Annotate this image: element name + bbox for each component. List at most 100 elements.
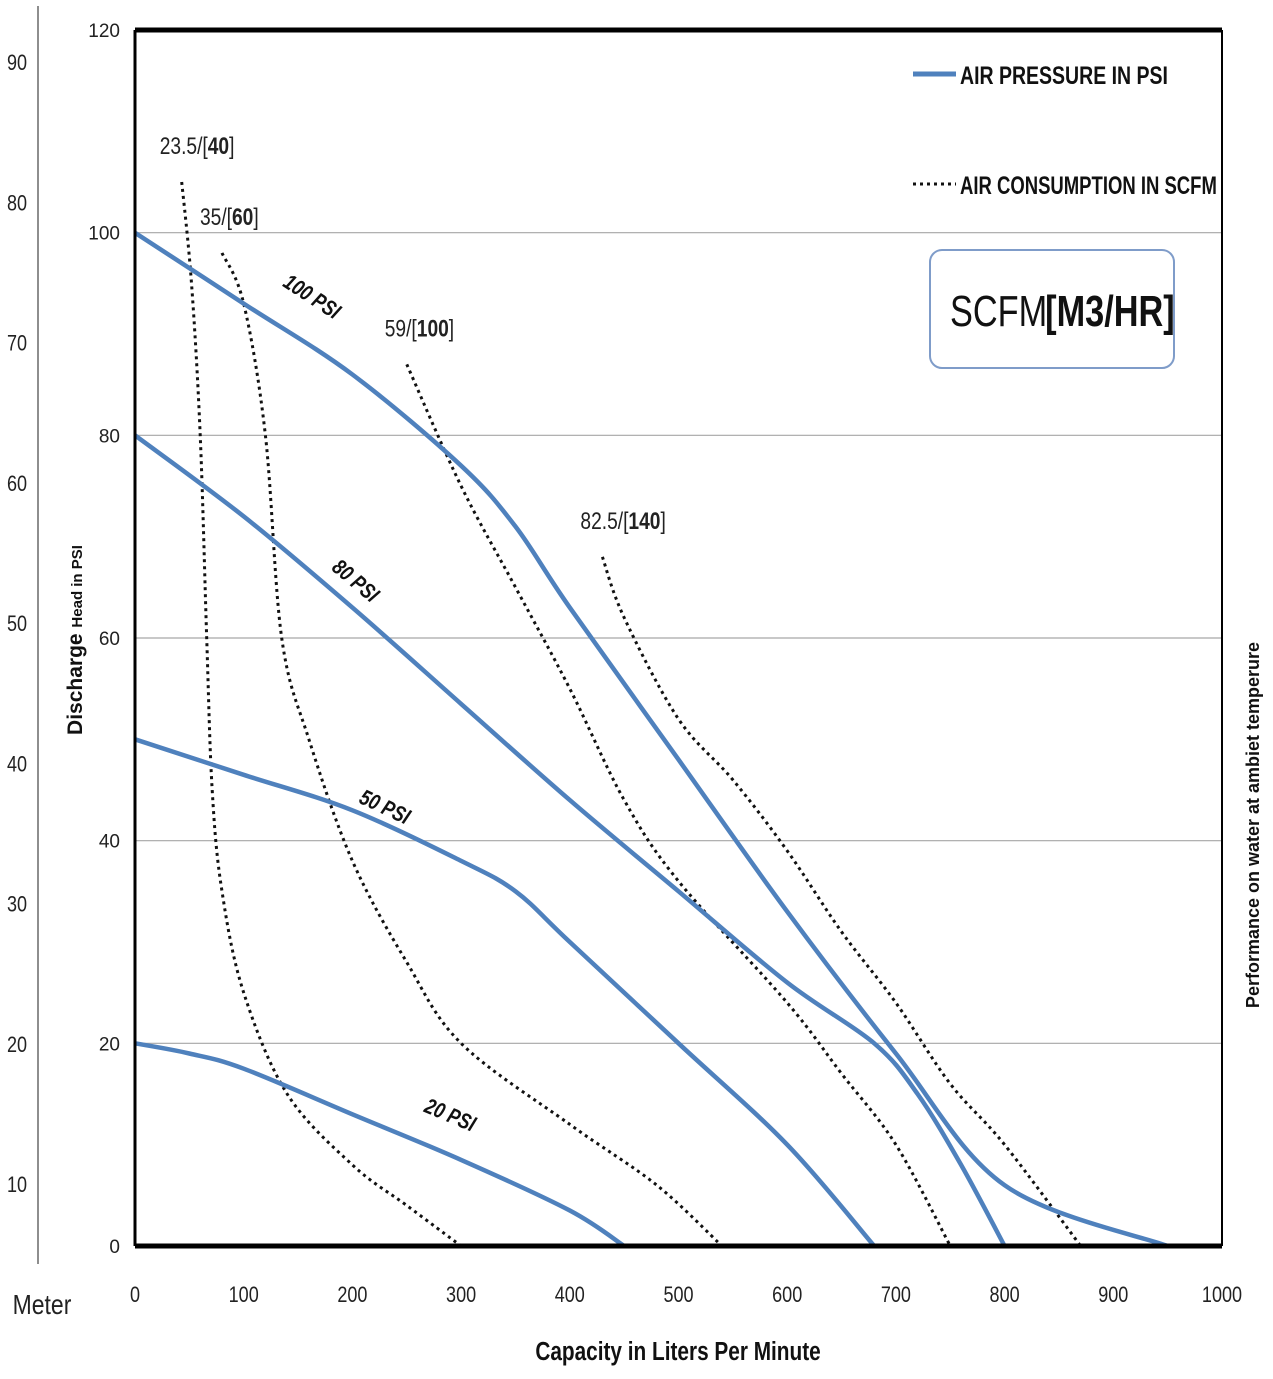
y-tick-label: 120 — [88, 21, 120, 42]
x-tick-label: 200 — [337, 1283, 367, 1307]
meter-tick-label: 50 — [7, 612, 27, 636]
right-axis-title: Performance on water at ambiet temperure — [1243, 642, 1263, 1008]
scfm-value: 59 — [385, 314, 406, 342]
x-tick-label: 900 — [1098, 1283, 1128, 1307]
air-pressure-curve — [134, 737, 876, 1248]
meter-tick-label: 80 — [7, 192, 27, 216]
air-pressure-curve — [134, 1041, 626, 1248]
meter-label-group: Meter — [13, 1290, 72, 1321]
scfm-label-group: 23.5/[40] — [160, 132, 235, 160]
legend-entry-consumption: AIR CONSUMPTION IN SCFM — [960, 171, 1217, 199]
scfm-separator: /[ — [618, 507, 629, 535]
y-tick-label: 60 — [99, 629, 120, 650]
x-axis-title-group: Capacity in Liters Per Minute — [535, 1337, 820, 1366]
meter-tick-group: 30 — [7, 893, 27, 917]
unit-box-m3hr: [M3/HR] — [1045, 287, 1175, 336]
meter-tick-label: 60 — [7, 472, 27, 496]
legend: AIR PRESSURE IN PSI AIR CONSUMPTION IN SC… — [913, 62, 1217, 369]
scfm-label: 23.5/[40] — [160, 132, 235, 160]
x-tick-label: 800 — [990, 1283, 1020, 1307]
x-axis-title: Capacity in Liters Per Minute — [535, 1337, 820, 1366]
meter-tick-group: 10 — [7, 1173, 27, 1197]
y-tick-label: 0 — [109, 1237, 120, 1258]
meter-label: Meter — [13, 1290, 72, 1321]
x-tick-label-group: 100 — [229, 1283, 259, 1307]
m3hr-close: ] — [229, 132, 234, 160]
m3hr-close: ] — [449, 314, 454, 342]
meter-tick-group: 40 — [7, 753, 27, 777]
scfm-value: 82.5 — [580, 507, 617, 535]
x-tick-label: 400 — [555, 1283, 585, 1307]
pressure-curve-label: 20 PSI — [420, 1094, 479, 1137]
pressure-label-group: 80 PSI — [327, 555, 383, 608]
x-tick-label-group: 700 — [881, 1283, 911, 1307]
y-axis-title-suffix: Head in PSI — [69, 545, 86, 628]
y-tick-label: 20 — [99, 1034, 120, 1055]
y-axis-title-prefix: Discharge — [64, 628, 87, 735]
y-tick-label: 80 — [99, 426, 120, 447]
air-pressure-curve — [133, 433, 1007, 1248]
x-tick-label: 700 — [881, 1283, 911, 1307]
meter-tick-label: 40 — [7, 753, 27, 777]
label-layer: 0 20 40 60 80 100 120 0 100 200 300 400 500 600 700 800… — [7, 6, 1263, 1366]
air-consumption-curve — [180, 181, 462, 1248]
legend-entry-group: AIR PRESSURE IN PSI — [960, 62, 1168, 90]
x-tick-label: 300 — [446, 1283, 476, 1307]
pressure-curve-label: 100 PSI — [279, 270, 345, 325]
meter-tick-group: 80 — [7, 192, 27, 216]
x-tick-label-group: 300 — [446, 1283, 476, 1307]
m3hr-close: ] — [253, 203, 258, 231]
legend-entry-pressure: AIR PRESSURE IN PSI — [960, 62, 1168, 90]
scfm-label: 59/[100] — [385, 314, 454, 342]
y-tick-label: 100 — [88, 224, 120, 245]
air-pressure-curve — [133, 230, 1169, 1249]
series-layer — [133, 181, 1169, 1249]
unit-box — [929, 249, 1175, 369]
air-consumption-curve — [405, 363, 952, 1247]
meter-tick-group: 20 — [7, 1033, 27, 1057]
unit-box-text-group: SCFM[M3/HR] — [950, 287, 1175, 336]
x-tick-label: 0 — [130, 1283, 140, 1307]
x-tick-label-group: 800 — [990, 1283, 1020, 1307]
unit-box-scfm: SCFM — [950, 287, 1047, 336]
y-tick-label: 40 — [99, 832, 120, 853]
scfm-separator: /[ — [221, 203, 232, 231]
x-tick-label-group: 400 — [555, 1283, 585, 1307]
meter-tick-label: 30 — [7, 893, 27, 917]
scfm-label-group: 82.5/[140] — [580, 507, 665, 535]
meter-tick-label: 70 — [7, 332, 27, 356]
pressure-label-group: 20 PSI — [420, 1094, 479, 1137]
x-tick-label-group: 600 — [772, 1283, 802, 1307]
x-tick-label-group: 500 — [663, 1283, 693, 1307]
scfm-value: 35 — [200, 203, 221, 231]
meter-tick-label: 90 — [7, 51, 27, 75]
scfm-label: 35/[60] — [200, 203, 259, 231]
meter-tick-group: 90 — [7, 51, 27, 75]
x-tick-label-group: 1000 — [1202, 1283, 1242, 1307]
x-tick-label-group: 0 — [130, 1283, 140, 1307]
grid-layer — [135, 232, 1222, 1044]
pressure-curve-label: 80 PSI — [327, 555, 383, 608]
scfm-label-group: 35/[60] — [200, 203, 259, 231]
air-consumption-curve — [600, 556, 1082, 1247]
pressure-label-group: 100 PSI — [279, 270, 345, 325]
m3hr-value: 60 — [232, 203, 253, 231]
x-tick-label: 1000 — [1202, 1283, 1242, 1307]
legend-entry-group: AIR CONSUMPTION IN SCFM — [960, 171, 1217, 199]
x-tick-label: 600 — [772, 1283, 802, 1307]
x-tick-label-group: 900 — [1098, 1283, 1128, 1307]
meter-tick-group: 70 — [7, 332, 27, 356]
scfm-label: 82.5/[140] — [580, 507, 665, 535]
x-tick-label: 500 — [663, 1283, 693, 1307]
air-consumption-curve — [220, 252, 724, 1248]
m3hr-close: ] — [660, 507, 665, 535]
y-axis-title: Discharge Head in PSI — [64, 545, 87, 735]
m3hr-value: 100 — [417, 314, 449, 342]
m3hr-value: 140 — [628, 507, 660, 535]
m3hr-value: 40 — [208, 132, 229, 160]
frame-layer — [133, 27, 1223, 1249]
meter-tick-label: 20 — [7, 1033, 27, 1057]
scfm-separator: /[ — [406, 314, 417, 342]
scfm-value: 23.5 — [160, 132, 197, 160]
